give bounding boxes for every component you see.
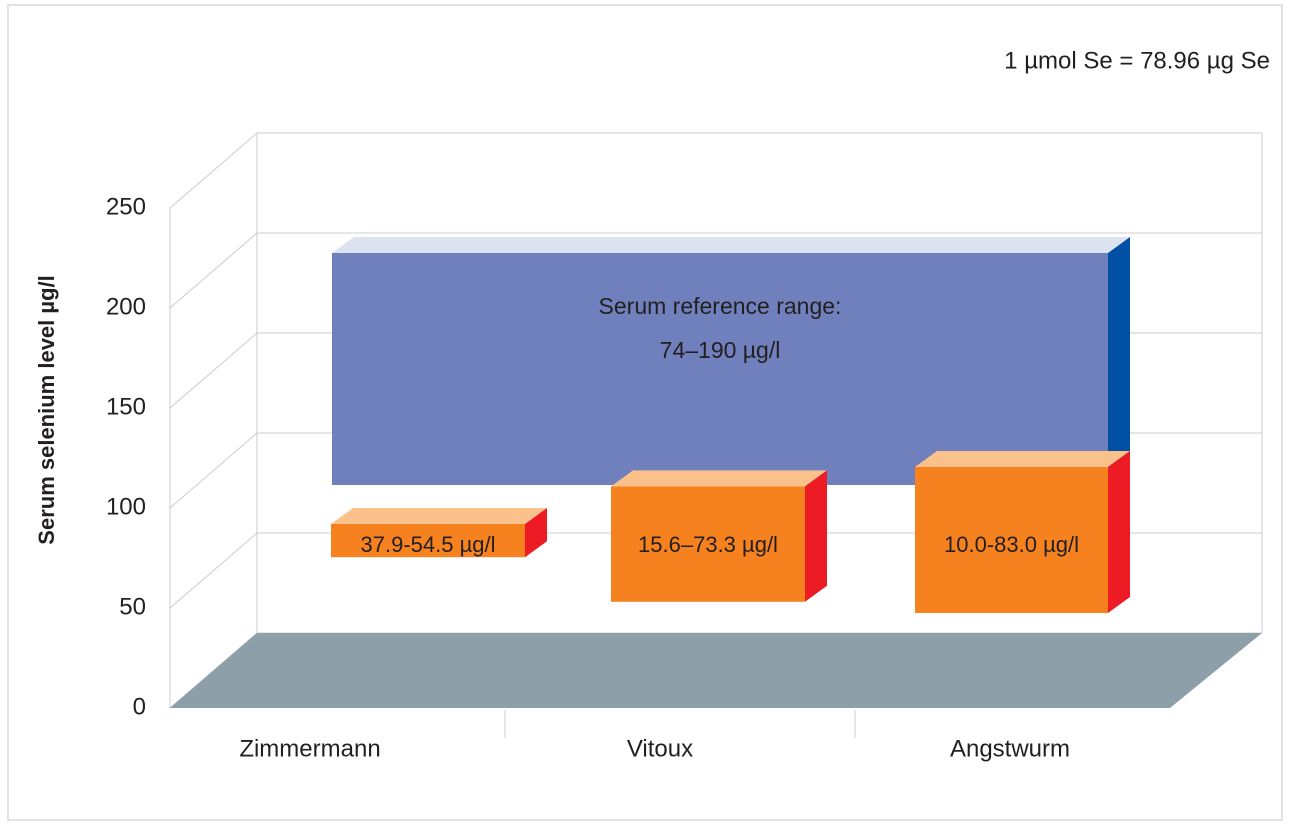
range-bar-top [331,508,547,524]
grid-line [169,432,258,509]
x-tick-label: Zimmermann [239,735,380,762]
value-label: 37.9-54.5 µg/l [361,532,496,557]
range-bar-side [805,470,827,602]
grid-line [169,132,258,209]
unit-note: 1 µmol Se = 78.96 µg Se [1004,47,1270,74]
reference-label: Serum reference range: [599,293,842,319]
y-axis-title: Serum selenium level µg/l [34,275,59,544]
x-tick-label: Vitoux [627,735,693,762]
grid-line [169,232,258,309]
x-tick-label: Angstwurm [950,735,1070,762]
y-tick-label: 50 [119,593,146,620]
y-tick-label: 200 [106,293,146,320]
range-bar-top [915,451,1130,467]
grid-line [169,332,258,409]
range-bar [611,486,805,602]
y-tick-label: 150 [106,393,146,420]
reference-band-top [332,237,1130,253]
range-bar-side [525,508,547,558]
grid-line [169,532,258,609]
reference-band-side [1108,237,1130,485]
value-label: 15.6–73.3 µg/l [638,532,778,557]
y-tick-label: 250 [106,193,146,220]
reference-label: 74–190 µg/l [660,337,781,363]
range-bar-top [611,470,827,487]
reference-band [332,253,1108,485]
range-bar-side [1108,451,1130,613]
floor [170,633,1262,708]
y-tick-label: 0 [133,693,146,720]
range-bar [331,524,525,558]
y-tick-label: 100 [106,493,146,520]
frame [7,4,1283,821]
range-bar [915,467,1108,613]
value-label: 10.0-83.0 µg/l [944,532,1079,557]
